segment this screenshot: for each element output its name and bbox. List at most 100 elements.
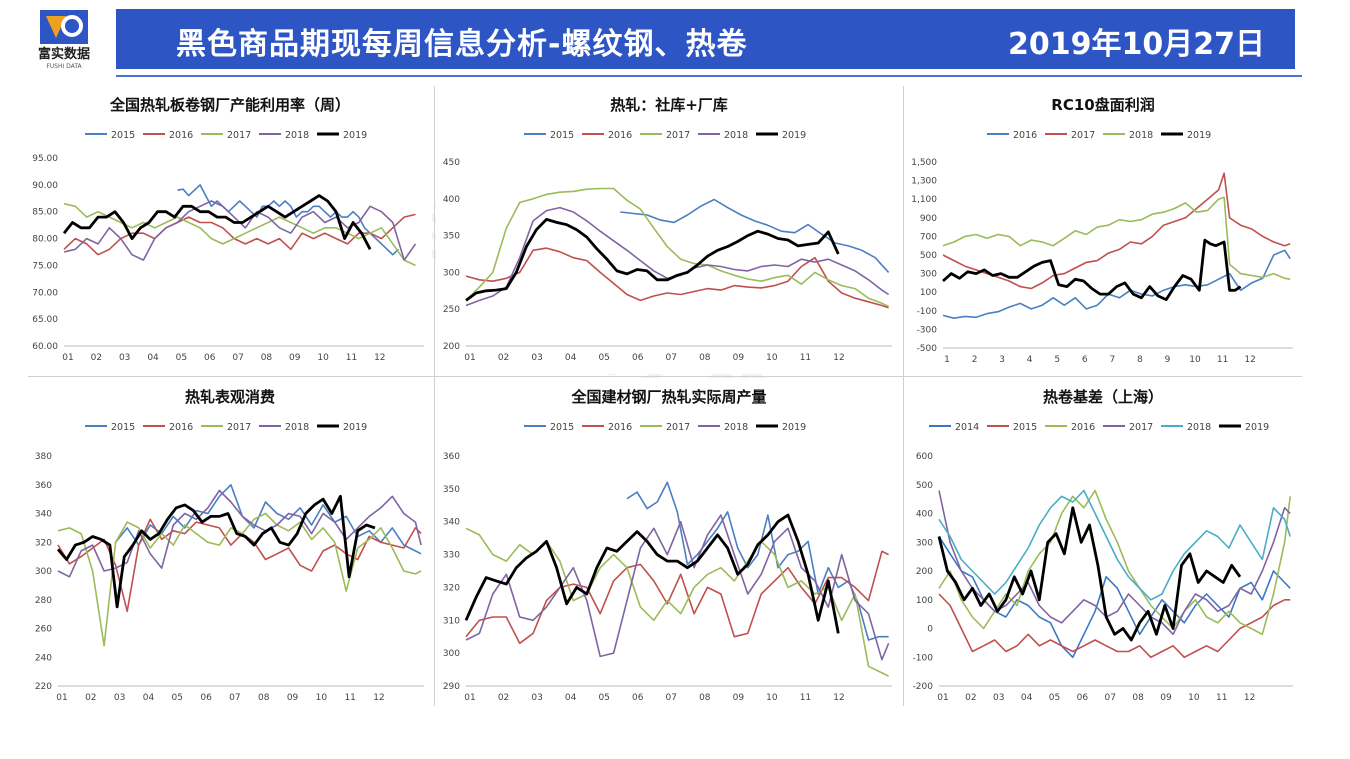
legend-label: 2015 <box>111 130 135 141</box>
logo-subtext: FUSHI DATA <box>46 63 82 70</box>
chart-title: 全国建材钢厂热轧实际周产量 <box>570 388 766 406</box>
y-tick-label: 600 <box>916 452 933 462</box>
legend-label: 2015 <box>111 422 135 433</box>
y-tick-label: -200 <box>913 682 934 692</box>
y-tick-label: 100 <box>920 288 937 298</box>
x-tick-label: 5 <box>1054 355 1060 365</box>
series-line-2016 <box>465 550 889 645</box>
legend-item-2018: 2018 <box>1161 422 1211 433</box>
legend-label: 2018 <box>285 130 309 141</box>
y-tick-label: 700 <box>920 232 937 242</box>
x-tick-label: 03 <box>531 353 542 363</box>
x-tick-label: 05 <box>598 353 609 363</box>
x-tick-label: 12 <box>1244 355 1255 365</box>
series-line-2015 <box>938 593 1291 659</box>
legend-item-2018: 2018 <box>1103 130 1153 141</box>
legend-label: 2016 <box>608 130 632 141</box>
chart-svg: RC10盘面利润 2016 2017 2018 2019 -500 -300 -100 100 3… <box>911 96 1293 365</box>
x-tick-label: 12 <box>1244 693 1255 703</box>
series-line-2016 <box>465 247 889 309</box>
y-tick-label: 350 <box>443 232 460 242</box>
y-tick-label: 90.00 <box>32 181 58 191</box>
legend-item-2017: 2017 <box>1103 422 1153 433</box>
x-tick-label: 03 <box>531 693 542 703</box>
series-line-2015 <box>114 484 422 555</box>
x-tick-label: 04 <box>565 353 577 363</box>
x-tick-label: 05 <box>176 353 187 363</box>
chart-title: 热卷基差（上海） <box>1043 388 1163 406</box>
legend-label: 2015 <box>550 422 574 433</box>
legend-label: 2015 <box>550 130 574 141</box>
legend-item-2017: 2017 <box>640 422 690 433</box>
legend-label: 2015 <box>1013 422 1037 433</box>
legend-label: 2017 <box>1071 130 1095 141</box>
x-tick-label: 02 <box>85 693 96 703</box>
x-tick-label: 12 <box>373 693 384 703</box>
x-tick-label: 09 <box>289 353 301 363</box>
legend-item-2019: 2019 <box>317 130 367 141</box>
x-tick-label: 12 <box>833 693 844 703</box>
x-tick-label: 08 <box>699 693 711 703</box>
x-tick-label: 11 <box>346 353 357 363</box>
x-tick-label: 12 <box>374 353 385 363</box>
y-tick-label: 500 <box>916 481 933 491</box>
chart-hrc-basis: 热卷基差（上海） 2014 2015 2016 2017 2018 2019 -200 -100… <box>905 378 1301 708</box>
legend-item-2016: 2016 <box>582 130 632 141</box>
x-tick-label: 03 <box>114 693 125 703</box>
y-tick-label: 75.00 <box>32 261 58 271</box>
legend-item-2019: 2019 <box>756 130 806 141</box>
y-tick-label: 400 <box>443 195 460 205</box>
legend-label: 2017 <box>227 130 251 141</box>
x-tick-label: 05 <box>598 693 609 703</box>
x-tick-label: 10 <box>317 353 329 363</box>
legend-item-2018: 2018 <box>698 422 748 433</box>
y-tick-label: 80.00 <box>32 235 58 245</box>
legend-label: 2017 <box>666 130 690 141</box>
x-tick-label: 10 <box>316 693 328 703</box>
legend-label: 2016 <box>1013 130 1037 141</box>
chart-title: RC10盘面利润 <box>1051 96 1154 114</box>
x-tick-label: 11 <box>800 353 811 363</box>
x-tick-label: 04 <box>147 353 159 363</box>
legend-item-2015: 2015 <box>85 422 135 433</box>
series-line-2018 <box>57 489 422 578</box>
y-tick-label: 340 <box>35 510 52 520</box>
y-tick-label: -100 <box>913 653 934 663</box>
series-line-2017 <box>942 172 1291 290</box>
x-tick-label: 10 <box>1189 355 1201 365</box>
chart-capacity-utilization: 全国热轧板卷钢厂产能利用率（周） 2015 2016 2017 2018 2019 60.0… <box>28 86 432 374</box>
legend-item-2018: 2018 <box>698 130 748 141</box>
x-tick-label: 11 <box>1217 355 1228 365</box>
y-tick-label: 300 <box>443 268 460 278</box>
x-tick-label: 03 <box>119 353 130 363</box>
y-tick-label: -300 <box>917 325 938 335</box>
series-line-2016 <box>938 489 1291 636</box>
legend-label: 2017 <box>666 422 690 433</box>
series-line-2014 <box>938 536 1291 659</box>
x-tick-label: 07 <box>666 353 677 363</box>
x-tick-label: 01 <box>62 353 73 363</box>
y-tick-label: 70.00 <box>32 288 58 298</box>
y-tick-label: 240 <box>35 653 52 663</box>
x-tick-label: 06 <box>1077 693 1089 703</box>
x-tick-label: 11 <box>344 693 355 703</box>
series-line-2017 <box>57 512 422 647</box>
x-tick-label: 09 <box>733 353 745 363</box>
legend-item-2017: 2017 <box>201 130 251 141</box>
series-line-2019 <box>62 194 372 250</box>
y-tick-label: 300 <box>920 270 937 280</box>
legend-item-2015: 2015 <box>987 422 1037 433</box>
series-line-2016 <box>63 213 416 256</box>
legend-label: 2018 <box>724 422 748 433</box>
x-tick-label: 01 <box>464 693 475 703</box>
chart-title: 热轧：社库+厂库 <box>610 96 728 114</box>
series-line-2019 <box>56 494 376 609</box>
x-tick-label: 02 <box>498 353 509 363</box>
x-tick-label: 12 <box>833 353 844 363</box>
x-tick-label: 09 <box>287 693 299 703</box>
series-line-2015 <box>177 184 400 256</box>
y-tick-label: 340 <box>443 518 460 528</box>
series-line-2019 <box>464 513 840 634</box>
y-tick-label: 300 <box>443 649 460 659</box>
x-tick-label: 02 <box>498 693 509 703</box>
